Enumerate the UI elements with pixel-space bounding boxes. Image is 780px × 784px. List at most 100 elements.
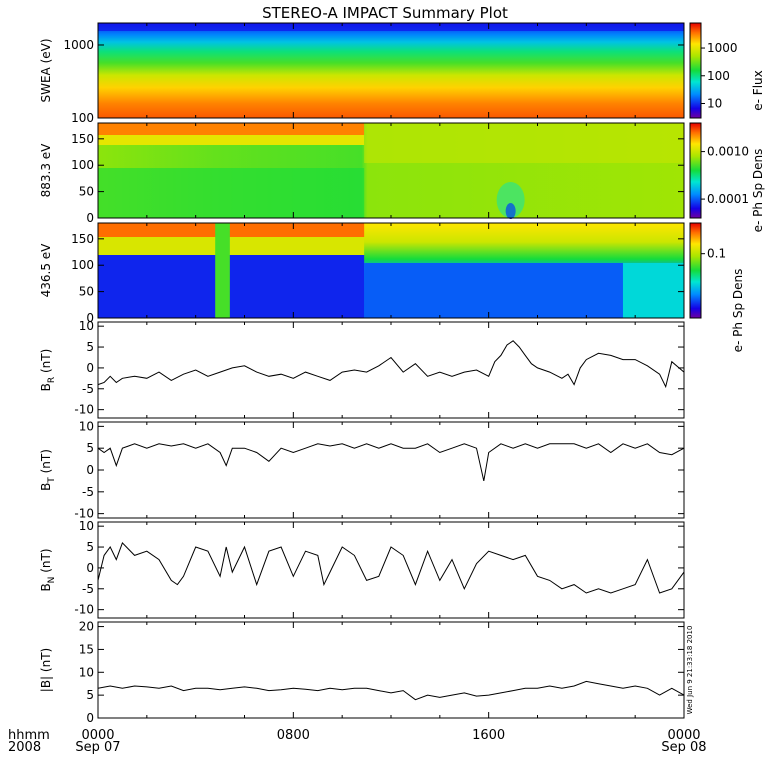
panel-bn: -10 -5 0 5 10 BN (nT) [39, 519, 685, 619]
pad436-ytick-label: 100 [71, 258, 94, 272]
br-ylabel: BR (nT) [39, 349, 57, 392]
pad883-colorbar-tick-label: 0.0001 [707, 192, 749, 206]
br-ytick-label: 5 [86, 340, 94, 354]
bt-ylabel-sub: T [47, 477, 57, 484]
pad883-ytick-label: 150 [71, 132, 94, 146]
figure-title: STEREO-A IMPACT Summary Plot [262, 4, 508, 22]
panel-pad883: 0.0001 0.0010 e- Ph Sp Dens 0 50 100 150 883.3 … [39, 122, 765, 233]
bt-ytick-label: 0 [86, 463, 94, 477]
pad436-late-blue [364, 263, 623, 318]
pad883-cyan-halo [496, 182, 525, 218]
bt-series-line [97, 443, 685, 482]
pad883-colorbar-tick-label: 0.0010 [707, 145, 749, 159]
pad883-ytick-label: 50 [79, 185, 94, 199]
bt-frame [97, 421, 685, 519]
pad436-ytick-label: 0 [86, 311, 94, 325]
time-axis-row1-label: hhmm [8, 728, 50, 743]
pad883-top-band [98, 123, 365, 135]
btot-ylabel-unit: (nT) [39, 648, 53, 676]
bt-ytick-label: 10 [79, 419, 94, 433]
bt-ylabel-unit: (nT) [39, 449, 53, 477]
pad883-colorbar-label: e- Ph Sp Dens [751, 149, 765, 233]
btot-ytick-label: 15 [79, 642, 94, 656]
br-ytick-label: -5 [82, 382, 94, 396]
pad883-ytick-label: 0 [86, 211, 94, 225]
pad436-early-deep-blue [98, 255, 365, 318]
btot-ytick-label: 5 [86, 688, 94, 702]
btot-ytick-label: 20 [79, 620, 94, 634]
bn-ytick-label: 10 [79, 519, 94, 533]
swea-colorbar-tick-label: 100 [707, 69, 730, 83]
br-ytick-label: 0 [86, 361, 94, 375]
pad436-upper-band [98, 237, 365, 255]
br-frame [97, 321, 685, 419]
time-tick-label: 0800 [277, 728, 310, 743]
pad436-ytick-label: 50 [79, 285, 94, 299]
panel-swea: 10 100 1000 e- Flux 100 1000 SWEA (eV) [39, 22, 765, 125]
swea-ylabel: SWEA (eV) [39, 38, 53, 102]
panel-bt: -10 -5 0 5 10 BT (nT) [39, 419, 685, 521]
pad883-ytick-label: 100 [71, 158, 94, 172]
time-axis-row2-label: 2008 [8, 740, 41, 755]
br-ylabel-unit: (nT) [39, 349, 53, 377]
pad436-end-cyan [622, 263, 684, 318]
swea-ytick-label: 1000 [63, 38, 94, 52]
bn-series-line [97, 541, 685, 594]
bn-ytick-label: -10 [74, 603, 94, 617]
br-ylabel-main: B [39, 383, 53, 391]
pad883-colorbar [689, 122, 702, 219]
panel-pad436: 0.1 e- Ph Sp Dens 0 50 100 150 436.5 eV [39, 222, 745, 353]
bn-ytick-label: 0 [86, 561, 94, 575]
swea-colorbar [689, 22, 702, 119]
pad883-upper-band [98, 135, 365, 145]
btot-frame [97, 621, 685, 719]
btot-ytick-label: 0 [86, 711, 94, 725]
pad436-colorbar [689, 222, 702, 319]
panel-br: -10 -5 0 5 10 BR (nT) [39, 319, 685, 419]
bn-ylabel-sub: N [47, 577, 57, 584]
btot-ytick-label: 10 [79, 665, 94, 679]
pad436-colorbar-label: e- Ph Sp Dens [731, 269, 745, 353]
swea-colorbar-tick-label: 10 [707, 97, 722, 111]
bt-ytick-label: -10 [74, 507, 94, 521]
swea-top-band [98, 23, 684, 31]
time-tick-label: 0000 [667, 728, 700, 743]
time-tick-label: 1600 [472, 728, 505, 743]
bn-ylabel: BN (nT) [39, 548, 57, 591]
bn-ylabel-unit: (nT) [39, 548, 53, 576]
btot-series-line [97, 680, 685, 701]
bn-ytick-label: 5 [86, 540, 94, 554]
bt-ylabel-main: B [39, 483, 53, 491]
pad436-ylabel: 436.5 eV [39, 243, 53, 298]
pad436-ytick-label: 150 [71, 232, 94, 246]
panel-btot: 0 5 10 15 20 |B| (nT) [39, 620, 685, 725]
btot-ylabel-main: |B| [39, 676, 53, 692]
pad883-lower-band [98, 168, 365, 218]
pad436-top-band [98, 223, 365, 237]
bt-ytick-label: 5 [86, 441, 94, 455]
swea-ytick-label: 100 [71, 111, 94, 125]
btot-ylabel: |B| (nT) [39, 648, 53, 692]
pad436-colorbar-tick-label: 0.1 [707, 247, 726, 261]
creation-timestamp: Wed Jun 9 21:33:18 2010 [686, 626, 694, 715]
swea-colorbar-tick-label: 1000 [707, 41, 738, 55]
date-tick-label: Sep 07 [75, 740, 120, 755]
bn-ytick-label: -5 [82, 582, 94, 596]
time-tick-label: 0000 [81, 728, 114, 743]
bn-ylabel-main: B [39, 583, 53, 591]
pad883-late-top [364, 123, 684, 163]
br-ytick-label: -10 [74, 403, 94, 417]
pad436-green-stripe [215, 223, 230, 318]
br-series-line [97, 340, 685, 389]
br-ytick-label: 10 [79, 319, 94, 333]
bt-ylabel: BT (nT) [39, 449, 57, 491]
date-tick-label: Sep 08 [661, 740, 706, 755]
br-ylabel-sub: R [47, 377, 57, 383]
bt-ytick-label: -5 [82, 485, 94, 499]
pad883-ylabel: 883.3 eV [39, 143, 53, 198]
swea-spectrogram [98, 23, 684, 118]
swea-colorbar-label: e- Flux [751, 70, 765, 110]
